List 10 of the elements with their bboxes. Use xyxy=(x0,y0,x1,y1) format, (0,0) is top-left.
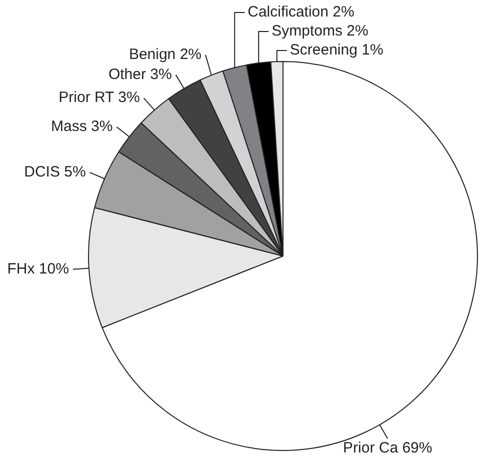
slice-label: Calcification 2% xyxy=(248,4,354,21)
slice-label: Prior Ca 69% xyxy=(343,439,432,456)
slice-label: DCIS 5% xyxy=(24,164,86,181)
slice-label: Mass 3% xyxy=(50,118,113,136)
slice-label: FHx 10% xyxy=(7,260,69,278)
slice-label: Prior RT 3% xyxy=(58,89,140,106)
slice-label: Symptoms 2% xyxy=(272,22,368,40)
slice-label: Other 3% xyxy=(108,66,172,83)
slice-label: Screening 1% xyxy=(290,42,384,59)
slice-label: Benign 2% xyxy=(128,46,202,63)
